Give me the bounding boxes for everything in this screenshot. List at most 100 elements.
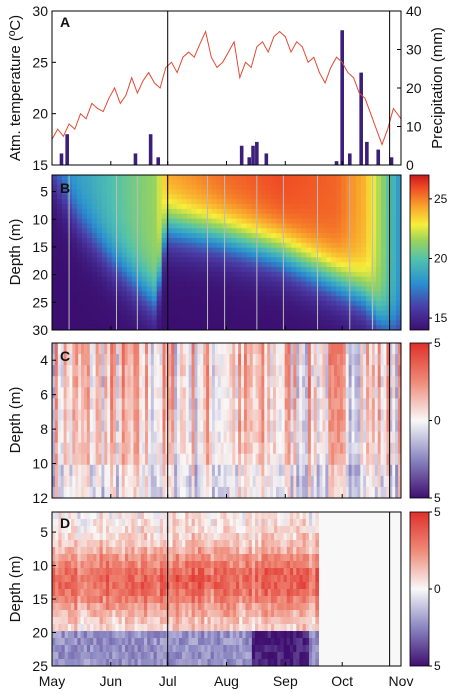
anomaly-cell	[345, 387, 350, 399]
anomaly-cell	[241, 486, 245, 498]
temp-cell	[236, 271, 243, 278]
anomaly-cell	[177, 398, 181, 410]
temp-cell	[376, 208, 382, 215]
temp-cell	[286, 233, 292, 239]
temp-cell	[121, 296, 128, 302]
anomaly-cell	[124, 547, 129, 555]
anomaly-cell	[270, 442, 274, 455]
anomaly-cell	[61, 645, 66, 653]
anomaly-cell	[175, 652, 180, 660]
anomaly-cell	[99, 575, 104, 583]
anomaly-cell	[127, 420, 132, 433]
anomaly-cell	[178, 596, 183, 604]
anomaly-cell	[299, 376, 303, 388]
temp-cell	[386, 223, 392, 229]
temp-cell	[251, 262, 258, 268]
anomaly-cell	[139, 376, 143, 388]
anomaly-cell	[168, 475, 172, 488]
temp-cell	[381, 300, 387, 307]
anomaly-cell	[273, 420, 277, 433]
temp-cell	[256, 237, 262, 244]
anomaly-cell	[105, 526, 110, 534]
temp-cell	[301, 208, 307, 215]
anomaly-cell	[118, 547, 123, 555]
anomaly-cell	[163, 624, 167, 632]
temp-cell	[276, 223, 282, 229]
anomaly-cell	[217, 398, 222, 410]
temp-cell	[281, 242, 287, 249]
anomaly-cell	[95, 343, 100, 355]
anomaly-cell	[71, 638, 75, 646]
temp-cell	[281, 262, 287, 268]
temp-cell	[396, 233, 401, 239]
anomaly-cell	[67, 624, 72, 632]
anomaly-cell	[339, 343, 344, 355]
anomaly-cell	[287, 343, 291, 355]
temp-cell	[336, 315, 342, 321]
temp-cell	[111, 262, 118, 268]
anomaly-cell	[71, 631, 75, 639]
temp-cell	[256, 184, 262, 191]
temp-cell	[171, 213, 178, 220]
anomaly-cell	[313, 464, 318, 477]
anomaly-cell	[58, 519, 63, 527]
temp-cell	[341, 199, 347, 205]
temp-cell	[166, 179, 173, 186]
anomaly-cell	[137, 561, 142, 569]
anomaly-cell	[214, 387, 219, 399]
anomaly-cell	[235, 354, 239, 366]
anomaly-cell	[113, 475, 117, 488]
anomaly-cell	[305, 486, 309, 498]
temp-cell	[321, 233, 327, 239]
anomaly-cell	[124, 540, 129, 548]
anomaly-cell	[66, 442, 70, 455]
temp-cell	[131, 325, 138, 330]
temp-cell	[211, 262, 218, 268]
anomaly-cell	[194, 420, 198, 433]
anomaly-cell	[310, 398, 315, 410]
temp-cell	[86, 233, 93, 239]
anomaly-cell	[229, 365, 233, 377]
anomaly-cell	[134, 561, 139, 569]
temp-cell	[256, 320, 262, 326]
temp-cell	[276, 271, 282, 278]
anomaly-cell	[178, 631, 183, 639]
anomaly-cell	[107, 431, 111, 444]
anomaly-cell	[159, 420, 164, 433]
temp-cell	[356, 213, 362, 220]
temp-cell	[91, 213, 98, 220]
temp-cell	[311, 184, 317, 191]
anomaly-cell	[278, 409, 283, 421]
anomaly-cell	[197, 420, 201, 433]
anomaly-cell	[133, 376, 137, 388]
temp-cell	[71, 247, 78, 254]
temp-cell	[381, 271, 387, 278]
temp-cell	[71, 223, 78, 229]
anomaly-cell	[63, 354, 68, 366]
temp-cell	[251, 237, 258, 244]
temp-cell	[271, 218, 277, 225]
anomaly-cell	[310, 442, 315, 455]
anomaly-cell	[93, 547, 97, 555]
temp-cell	[111, 204, 118, 210]
anomaly-cell	[67, 645, 72, 653]
temp-cell	[126, 276, 133, 283]
anomaly-cell	[377, 398, 382, 410]
anomaly-cell	[80, 512, 85, 520]
temp-cell	[81, 267, 88, 273]
temp-cell	[291, 267, 297, 273]
anomaly-cell	[69, 464, 73, 477]
temp-cell	[256, 315, 262, 321]
anomaly-cell	[124, 610, 129, 618]
anomaly-cell	[185, 475, 190, 488]
temp-cell	[156, 252, 163, 258]
anomaly-cell	[137, 533, 142, 541]
temp-cell	[376, 242, 382, 249]
anomaly-cell	[99, 624, 104, 632]
temp-cell	[196, 184, 203, 191]
temp-cell	[136, 262, 143, 268]
temp-cell	[361, 199, 367, 205]
temp-cell	[326, 310, 332, 317]
anomaly-cell	[175, 582, 180, 590]
temp-cell	[91, 179, 98, 186]
